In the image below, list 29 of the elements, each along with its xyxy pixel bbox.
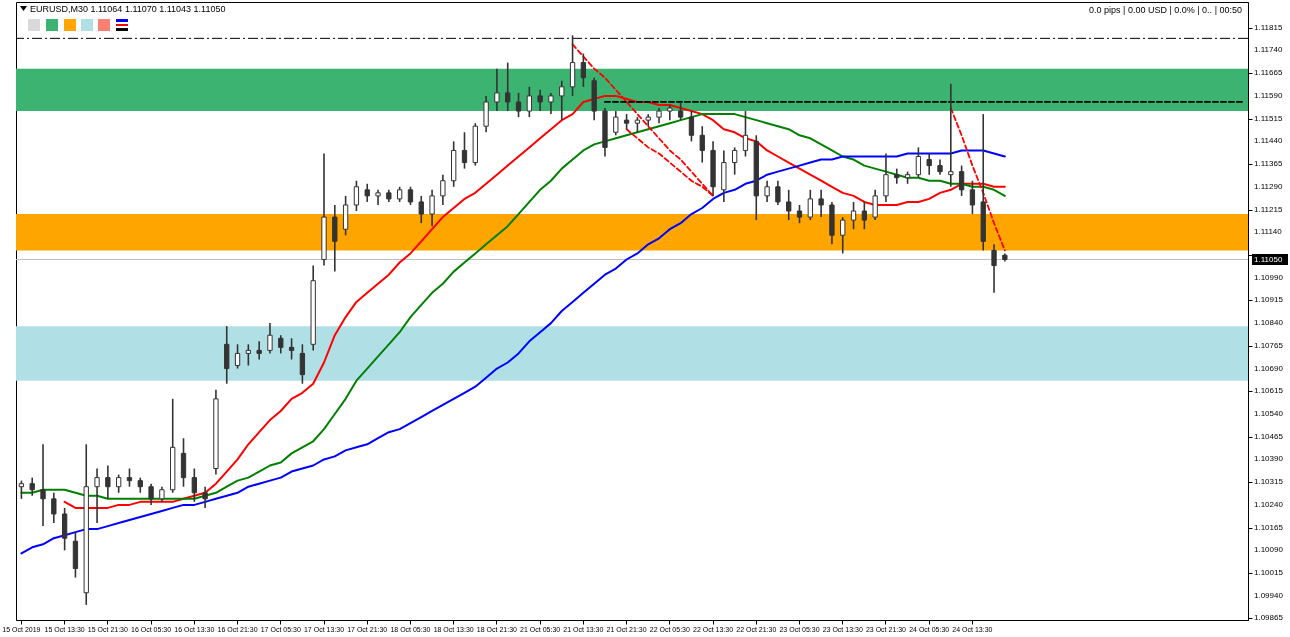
y-tick-label: 1.11140 (1254, 227, 1283, 237)
y-tick-label: 1.10465 (1254, 431, 1284, 441)
y-tick-label: 1.10915 (1254, 295, 1284, 305)
y-tick-label: 1.10090 (1254, 545, 1284, 555)
y-tick-label: 1.11290 (1254, 181, 1283, 191)
y-tick-label: 1.10315 (1254, 477, 1284, 487)
y-tick-label: 1.11665 (1254, 68, 1283, 78)
y-tick-label: 1.09940 (1254, 590, 1284, 600)
y-tick-label: 1.11365 (1254, 159, 1283, 169)
y-tick-label: 1.11815 (1254, 22, 1283, 32)
y-tick-label: 1.10390 (1254, 454, 1284, 464)
y-tick-label: 1.10540 (1254, 409, 1284, 418)
y-tick-label: 1.10690 (1254, 363, 1284, 373)
ref-line-label: 1.11050 (1254, 254, 1283, 264)
y-tick-label: 1.10615 (1254, 386, 1284, 396)
y-tick-label: 1.10765 (1254, 340, 1284, 350)
y-tick-label: 1.10840 (1254, 318, 1284, 328)
y-tick-label: 1.09865 (1254, 613, 1284, 623)
chart-title: EURUSD,M30 1.11064 1.11070 1.11043 1.11050 (30, 4, 226, 14)
y-tick-label: 1.10240 (1254, 499, 1284, 509)
y-tick-label: 1.11440 (1254, 136, 1283, 146)
y-tick-label: 1.11590 (1254, 90, 1283, 100)
y-tick-label: 1.11740 (1254, 45, 1283, 55)
y-tick-label: 1.10990 (1254, 272, 1284, 282)
y-tick-label: 1.11215 (1254, 204, 1283, 214)
y-tick-label: 1.11515 (1254, 113, 1283, 123)
annotation: 0.0 pips | 0.00 USD | 0.0% | 0.. | 00:50 (1089, 5, 1242, 15)
y-tick-label: 1.10165 (1254, 522, 1284, 532)
y-tick-label: 1.10015 (1254, 568, 1284, 578)
